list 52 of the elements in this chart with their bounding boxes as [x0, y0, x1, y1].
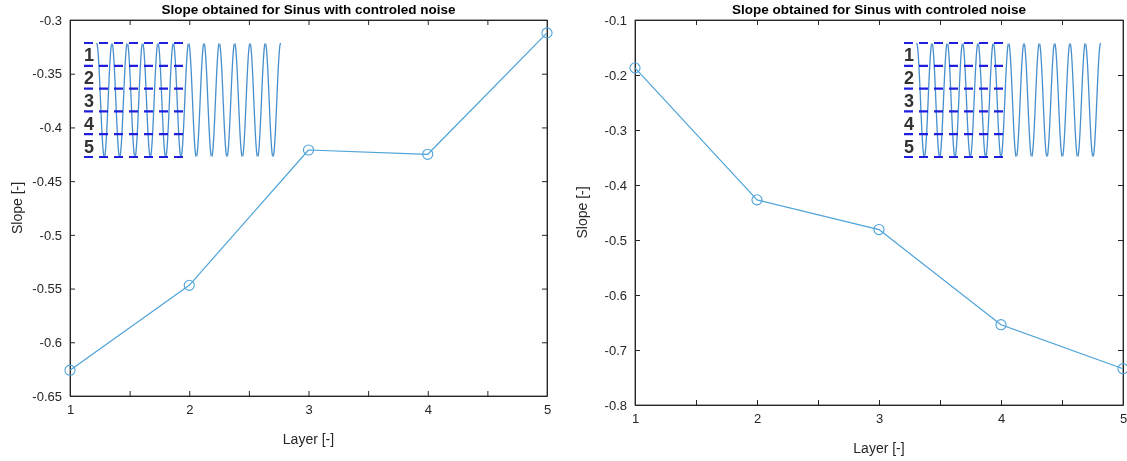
point: [64, 364, 76, 376]
annotation: 3: [84, 91, 95, 111]
y-axis-title: Slope [-]: [9, 181, 25, 235]
x-tick-label: 2: [186, 402, 194, 418]
annotation: 4: [904, 113, 915, 134]
y-tick-label: -0.1: [604, 12, 627, 28]
y-tick-label: -0.45: [32, 173, 62, 189]
point: [751, 194, 763, 206]
y-tick-label: -0.35: [32, 66, 62, 82]
chart-title: Slope obtained for Sinus with controled noise: [731, 2, 1027, 17]
x-axis-title: Layer [-]: [853, 440, 905, 456]
point: [873, 223, 885, 236]
point: [995, 319, 1007, 331]
y-tick-label: -0.5: [604, 232, 627, 248]
point: [1117, 363, 1127, 375]
y-tick-label: -0.4: [39, 120, 62, 136]
x-tick-label: 4: [424, 402, 432, 418]
y-tick-label: -0.2: [604, 67, 627, 83]
y-tick-label: -0.4: [604, 177, 627, 193]
y-tick-label: -0.5: [39, 227, 62, 243]
point: [183, 279, 195, 291]
x-tick-label: 5: [1119, 411, 1127, 427]
y-tick-label: -0.3: [604, 122, 627, 138]
x-tick-label: 3: [305, 402, 313, 418]
x-tick-label: 1: [66, 402, 75, 418]
y-tick-label: -0.7: [604, 342, 627, 358]
y-axis-title: Slope [-]: [574, 186, 590, 239]
y-tick-label: -0.6: [604, 287, 627, 303]
x-tick-label: 5: [543, 402, 552, 418]
y-tick-label: -0.6: [39, 334, 62, 350]
point: [422, 148, 434, 160]
x-tick-label: 4: [997, 411, 1006, 427]
x-tick-label: 2: [753, 411, 762, 427]
point: [629, 62, 641, 74]
point: [541, 27, 553, 39]
y-tick-label: -0.3: [39, 12, 62, 28]
y-tick-label: -0.65: [32, 388, 62, 404]
y-tick-label: -0.55: [32, 281, 62, 297]
chart-title: Slope obtained for Sinus with controled noise: [161, 2, 456, 17]
x-axis-title: Layer [-]: [282, 431, 335, 447]
x-tick-label: 1: [631, 411, 640, 427]
y-tick-label: -0.8: [604, 397, 627, 413]
annotation: 4: [84, 113, 95, 134]
point: [302, 144, 315, 156]
annotation: 5: [84, 136, 95, 157]
annotation: 3: [904, 91, 915, 111]
annotation: 2: [84, 68, 95, 89]
annotation: 5: [904, 136, 915, 157]
annotation: 1: [84, 45, 95, 66]
annotation: 1: [904, 45, 915, 66]
x-tick-label: 3: [875, 411, 884, 427]
annotation: 2: [904, 68, 915, 89]
